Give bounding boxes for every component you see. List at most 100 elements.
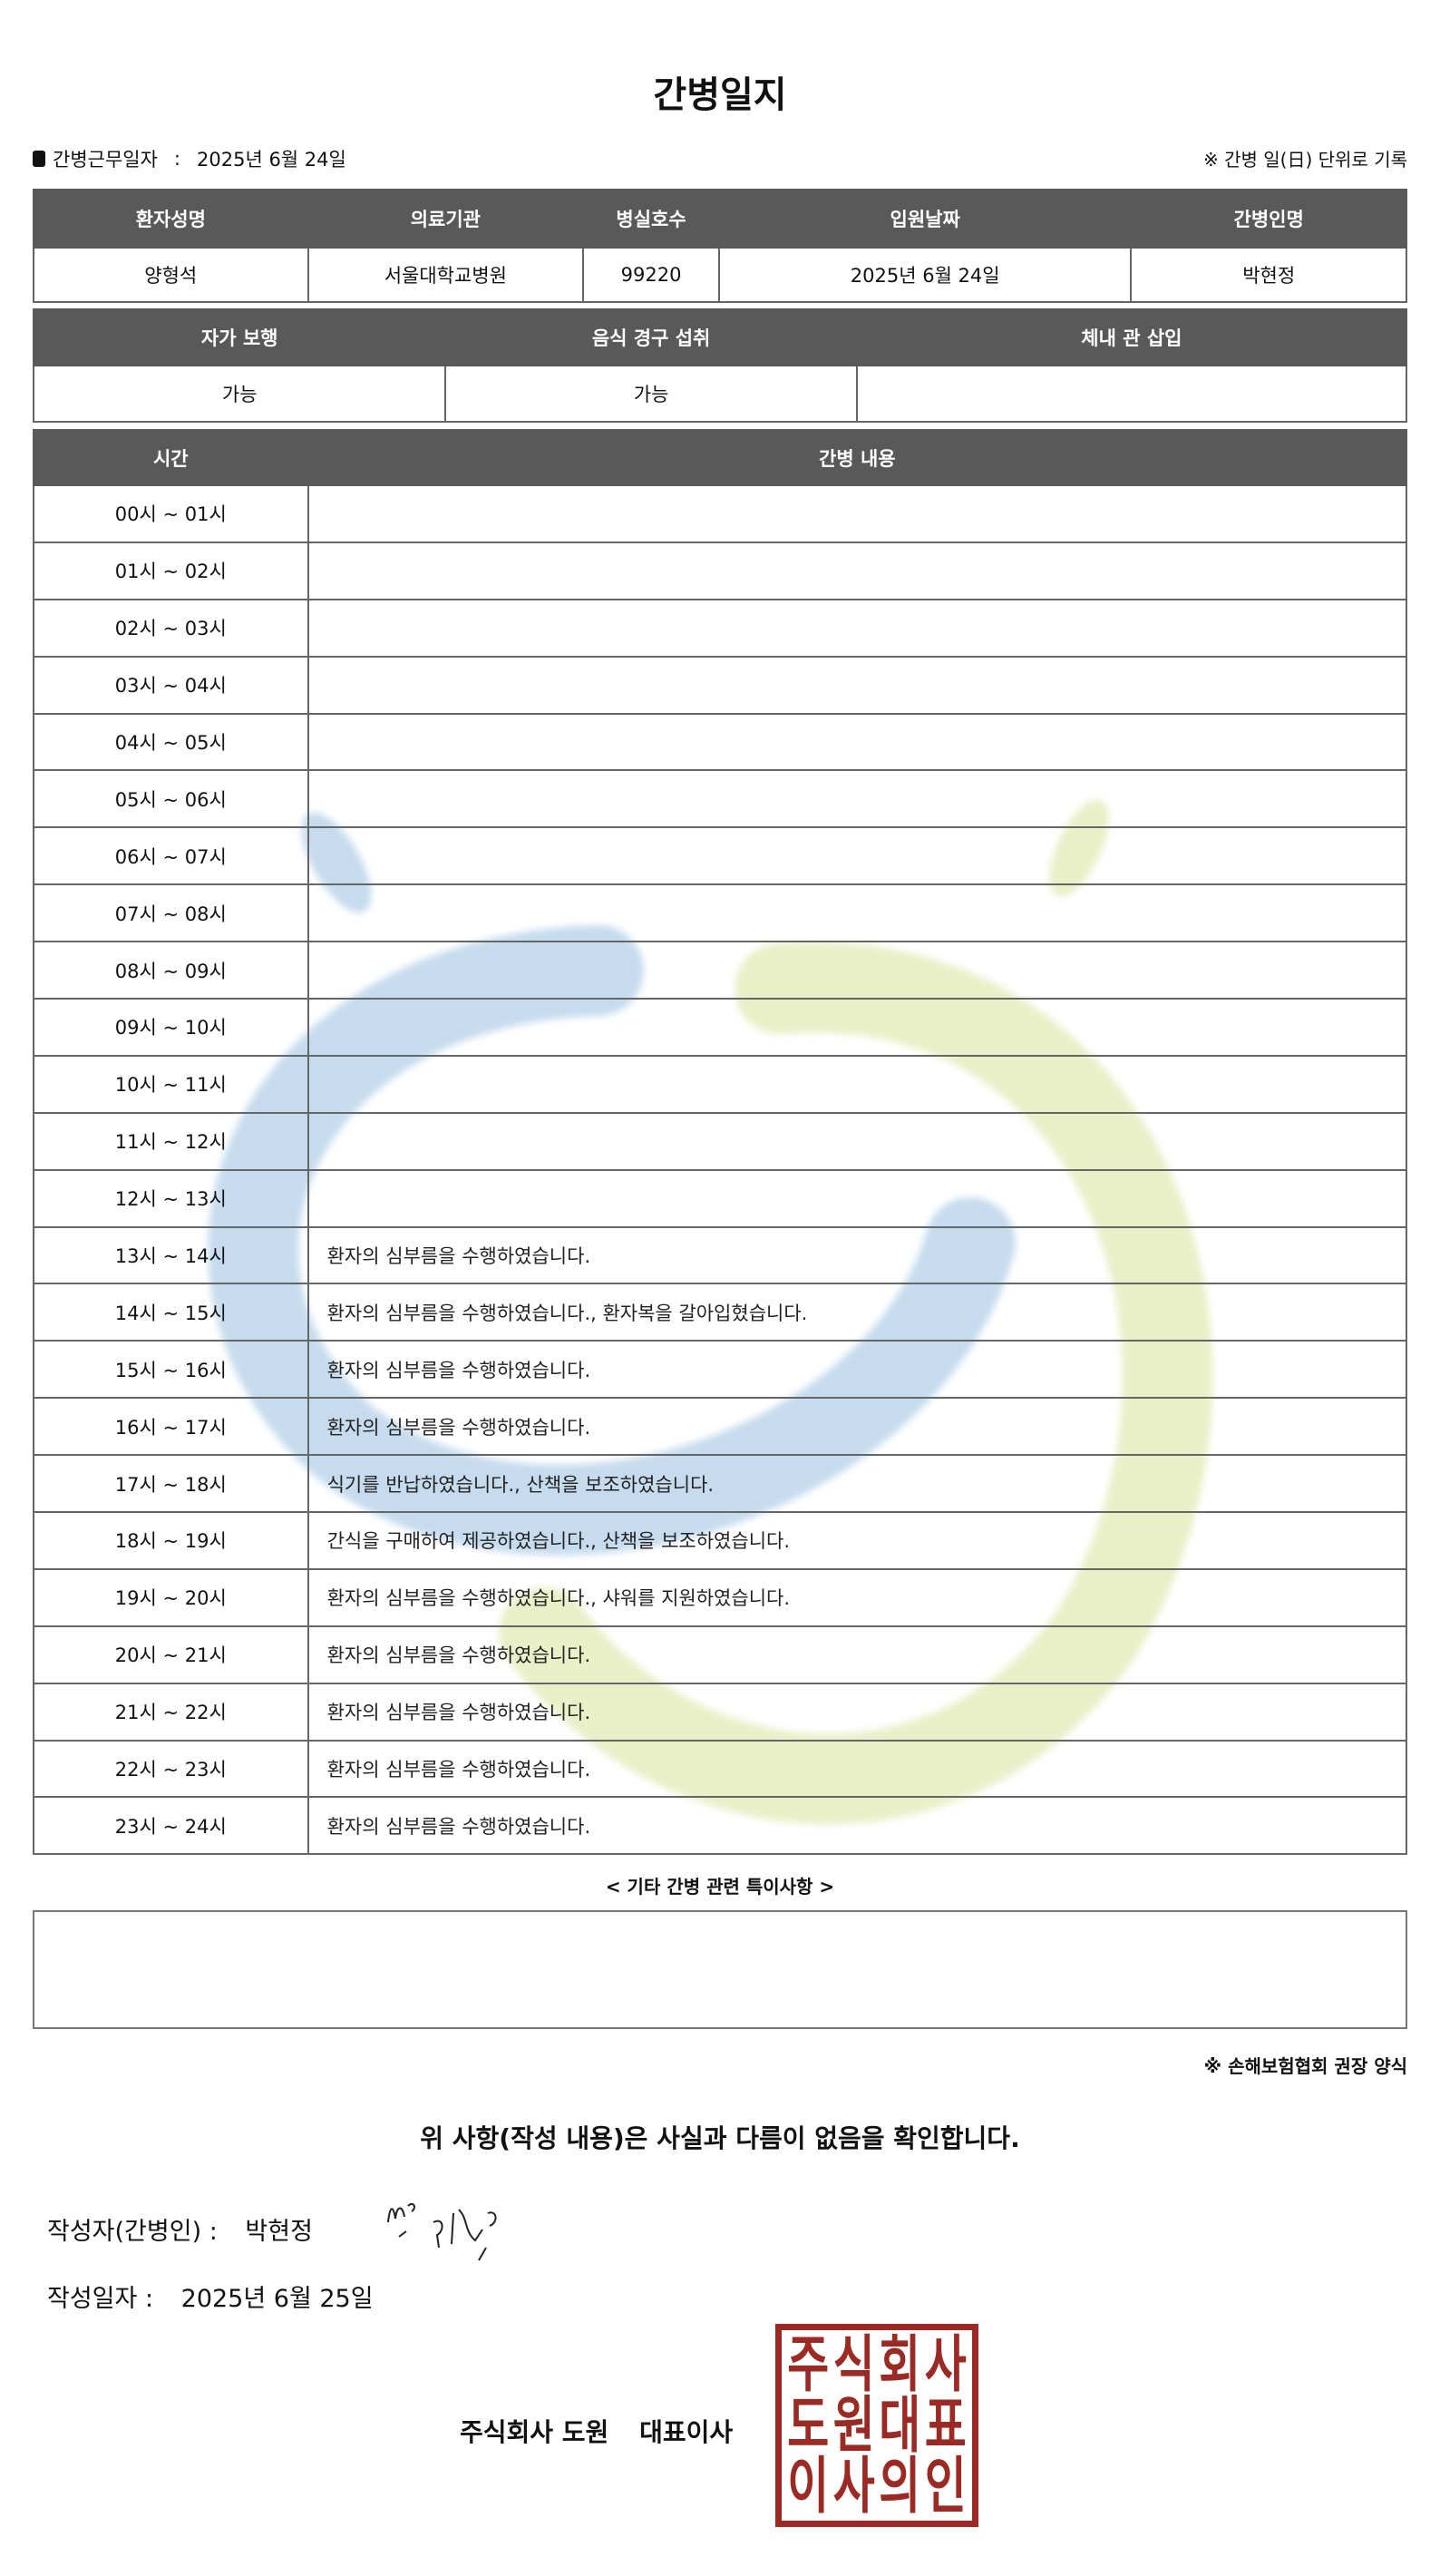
- content-cell: [306, 484, 1408, 543]
- seal-char: 사: [832, 2451, 875, 2522]
- time-cell: 13시 ~ 14시: [33, 1225, 309, 1285]
- special-notes-label: < 기타 간병 관련 특이사항 >: [605, 1876, 835, 1898]
- patient-header: 병실호수: [582, 189, 720, 249]
- table-row: 04시 ~ 05시: [33, 712, 1408, 772]
- content-cell: [306, 712, 1408, 772]
- time-cell: 22시 ~ 23시: [33, 1739, 309, 1799]
- patient-header: 환자성명: [33, 189, 309, 249]
- time-cell: 06시 ~ 07시: [33, 826, 309, 886]
- bullet-icon: [33, 151, 45, 167]
- content-cell: [306, 769, 1408, 829]
- table-row: 22시 ~ 23시 환자의 심부름을 수행하였습니다.: [33, 1739, 1408, 1799]
- content-cell: [306, 655, 1408, 715]
- content-cell: 환자의 심부름을 수행하였습니다.: [306, 1739, 1408, 1799]
- patient-table: 환자성명 의료기관 병실호수 입원날짜 간병인명 양형석 서울대학교병원 99220 2025…: [33, 189, 1407, 303]
- content-cell: [306, 826, 1408, 886]
- table-row: 15시 ~ 16시 환자의 심부름을 수행하였습니다.: [33, 1340, 1408, 1400]
- table-row: 06시 ~ 07시: [33, 826, 1408, 886]
- content-cell: 환자의 심부름을 수행하였습니다., 샤워를 지원하였습니다.: [306, 1567, 1408, 1627]
- seal-char: 사: [924, 2328, 967, 2400]
- work-date-sep: :: [173, 148, 180, 170]
- special-notes-field[interactable]: [33, 1910, 1407, 2029]
- patient-header: 의료기관: [306, 189, 585, 249]
- seal-char: 도: [787, 2389, 830, 2462]
- page-title: 간병일지: [653, 74, 787, 116]
- seal-char: 의: [879, 2451, 921, 2522]
- patient-header: 간병인명: [1130, 189, 1407, 249]
- content-cell: 환자의 심부름을 수행하였습니다., 환자복을 갈아입혔습니다.: [306, 1283, 1408, 1342]
- content-cell: [306, 941, 1408, 1000]
- time-cell: 10시 ~ 11시: [33, 1054, 309, 1114]
- status-table: 자가 보행 음식 경구 섭취 체내 관 삽입 가능 가능: [32, 308, 1408, 423]
- content-cell: 환자의 심부름을 수행하였습니다.: [306, 1682, 1408, 1742]
- time-cell: 12시 ~ 13시: [33, 1168, 309, 1228]
- seal-char: 주: [787, 2328, 830, 2400]
- table-row: 21시 ~ 22시 환자의 심부름을 수행하였습니다.: [33, 1682, 1408, 1742]
- table-row: 23시 ~ 24시 환자의 심부름을 수행하였습니다.: [33, 1796, 1408, 1856]
- seal-char: 대: [879, 2389, 921, 2462]
- work-date: 간병근무일자 : 2025년 6월 24일: [33, 145, 346, 172]
- table-row: 19시 ~ 20시 환자의 심부름을 수행하였습니다., 샤워를 지원하였습니다.: [33, 1567, 1408, 1627]
- time-cell: 04시 ~ 05시: [33, 712, 309, 772]
- time-cell: 08시 ~ 09시: [33, 941, 309, 1000]
- content-cell: [306, 883, 1408, 943]
- patient-value: 99220: [582, 247, 720, 303]
- status-header: 음식 경구 섭취: [444, 308, 858, 366]
- table-row: 09시 ~ 10시: [33, 998, 1408, 1057]
- status-header: 체내 관 삽입: [855, 308, 1408, 366]
- table-row: 07시 ~ 08시: [33, 883, 1408, 943]
- time-cell: 17시 ~ 18시: [33, 1454, 309, 1514]
- table-row: 18시 ~ 19시 간식을 구매하여 제공하였습니다., 산책을 보조하였습니다.: [33, 1511, 1408, 1570]
- writer-name: 박현정: [245, 2218, 313, 2246]
- patient-value: 양형석: [33, 247, 309, 303]
- seal-char: 표: [924, 2389, 967, 2462]
- patient-value: 박현정: [1130, 247, 1407, 303]
- time-cell: 09시 ~ 10시: [33, 998, 309, 1057]
- company-name: 주식회사 도원: [460, 2417, 609, 2447]
- work-date-label: 간병근무일자: [53, 149, 158, 171]
- status-value: [855, 365, 1408, 423]
- table-row: 16시 ~ 17시 환자의 심부름을 수행하였습니다.: [33, 1397, 1408, 1457]
- content-cell: 환자의 심부름을 수행하였습니다.: [306, 1796, 1408, 1856]
- content-cell: 환자의 심부름을 수행하였습니다.: [306, 1340, 1408, 1400]
- status-value: 가능: [32, 365, 447, 423]
- patient-value: 2025년 6월 24일: [717, 247, 1133, 303]
- confirm-statement: 위 사항(작성 내용)은 사실과 다름이 없음을 확인합니다.: [420, 2123, 1020, 2153]
- seal-char: 이: [787, 2451, 830, 2522]
- content-cell: [306, 1111, 1408, 1171]
- signature: [387, 2202, 497, 2261]
- time-cell: 01시 ~ 02시: [33, 541, 309, 600]
- time-cell: 11시 ~ 12시: [33, 1111, 309, 1171]
- patient-header: 입원날짜: [717, 189, 1133, 249]
- time-cell: 19시 ~ 20시: [33, 1567, 309, 1627]
- table-row: 13시 ~ 14시 환자의 심부름을 수행하였습니다.: [33, 1225, 1408, 1285]
- time-cell: 05시 ~ 06시: [33, 769, 309, 829]
- content-cell: [306, 541, 1408, 600]
- table-row: 12시 ~ 13시: [33, 1168, 1408, 1228]
- time-cell: 21시 ~ 22시: [33, 1682, 309, 1742]
- care-log-table: 시간 간병 내용 00시 ~ 01시 01시 ~ 02시 02시 ~ 03시 03시 …: [33, 429, 1408, 1856]
- time-cell: 07시 ~ 08시: [33, 883, 309, 943]
- status-header: 자가 보행: [32, 308, 447, 366]
- time-cell: 18시 ~ 19시: [33, 1511, 309, 1570]
- table-row: 00시 ~ 01시: [33, 484, 1408, 543]
- seal-char: 원: [832, 2389, 875, 2462]
- writer-line: 작성자(간병인) : 박현정: [47, 2211, 313, 2247]
- content-cell: 식기를 반납하였습니다., 산책을 보조하였습니다.: [306, 1454, 1408, 1514]
- written-date: 작성일자 : 2025년 6월 25일: [47, 2278, 374, 2314]
- table-row: 11시 ~ 12시: [33, 1111, 1408, 1171]
- table-row: 03시 ~ 04시: [33, 655, 1408, 715]
- header-time: 시간: [33, 429, 309, 486]
- table-row: 08시 ~ 09시: [33, 941, 1408, 1000]
- table-row: 14시 ~ 15시 환자의 심부름을 수행하였습니다., 환자복을 갈아입혔습니다…: [33, 1283, 1408, 1342]
- table-row: 20시 ~ 21시 환자의 심부름을 수행하였습니다.: [33, 1625, 1408, 1684]
- time-cell: 03시 ~ 04시: [33, 655, 309, 715]
- work-date-value: 2025년 6월 24일: [197, 149, 346, 171]
- time-cell: 00시 ~ 01시: [33, 484, 309, 543]
- written-date-value: 2025년 6월 25일: [180, 2285, 374, 2313]
- table-row: 10시 ~ 11시: [33, 1054, 1408, 1114]
- time-cell: 14시 ~ 15시: [33, 1283, 309, 1342]
- content-cell: 환자의 심부름을 수행하였습니다.: [306, 1225, 1408, 1285]
- status-value: 가능: [444, 365, 858, 423]
